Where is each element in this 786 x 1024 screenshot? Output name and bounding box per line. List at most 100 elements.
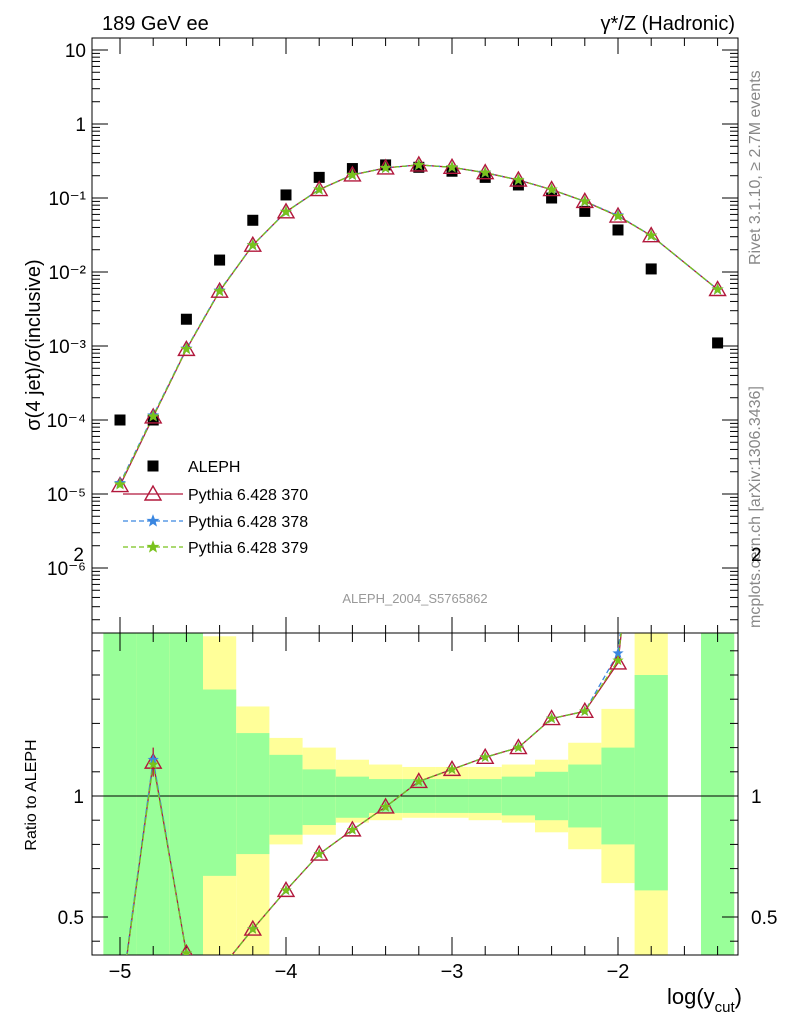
main-y-tick-label: 1 (75, 115, 86, 136)
aleph-data-point (214, 254, 226, 266)
main-line-pythia-6.428-378 (119, 164, 719, 484)
p379-marker (479, 166, 492, 178)
ratio-frame (91, 632, 739, 956)
aleph-data-point (645, 263, 657, 275)
p379-marker (346, 168, 359, 181)
main-mc-curves (110, 155, 727, 493)
aleph-data-point (612, 224, 624, 236)
p379-marker (512, 173, 525, 186)
legend-p370-marker (143, 484, 163, 501)
ratio-p379-marker (479, 751, 491, 762)
legend-label: ALEPH (188, 459, 240, 476)
aleph-data-point (247, 214, 259, 226)
ratio-mc-curves (112, 352, 659, 1013)
main-y-tick-label: 10⁻³ (49, 337, 87, 358)
p379-marker (545, 183, 558, 195)
x-tick-label: −4 (275, 961, 298, 983)
main-line-pythia-6.428-370 (119, 164, 719, 486)
ratio-y-tick-label-right: 2 (751, 545, 762, 566)
aleph-data-point (446, 165, 458, 177)
ratio-p379-marker (512, 741, 525, 753)
main-y-tick-label: 10 (65, 41, 86, 62)
chart-title-right: γ*/Z (Hadronic) (601, 13, 735, 35)
ratio-p379-marker (612, 654, 624, 666)
legend-p378-marker (146, 514, 160, 527)
ratio-line-pythia-6.428-370 (126, 633, 622, 955)
analysis-id-label: ALEPH_2004_S5765862 (342, 591, 487, 606)
band-inner-5 (269, 754, 303, 835)
mcplots-label: mcplots.cern.ch [arXiv:1306.3436] (747, 386, 764, 628)
ratio-y-tick-label: 1 (73, 787, 84, 808)
main-y-tick-label: 10⁻⁴ (47, 411, 86, 432)
band-inner-7 (335, 776, 369, 818)
ratio-p370-marker (112, 999, 128, 1013)
rivet-version-label: Rivet 3.1.10, ≥ 2.7M events (747, 70, 764, 265)
p379-marker (711, 283, 724, 295)
band-inner-1 (136, 633, 170, 955)
ratio-p379-marker (346, 824, 359, 835)
band-inner-3 (203, 689, 237, 876)
legend-label: Pythia 6.428 370 (188, 487, 308, 504)
p379-marker (445, 160, 459, 173)
main-line-pythia-6.428-379 (119, 164, 719, 485)
band-inner-6 (302, 769, 336, 826)
band-inner-4 (236, 733, 270, 855)
x-tick-label: −5 (109, 961, 132, 983)
main-y-tick-label: 10⁻⁵ (47, 485, 86, 506)
p379-marker (246, 238, 259, 251)
ratio-p370-marker (643, 352, 659, 366)
aleph-data-point (712, 337, 724, 349)
aleph-data-point (546, 192, 558, 204)
p379-marker (645, 229, 658, 241)
ratio-bands (103, 633, 735, 955)
ratio-y-tick-label: 0.5 (58, 908, 84, 929)
aleph-data-point (512, 179, 524, 191)
p370-marker (110, 476, 130, 493)
p379-marker (379, 161, 392, 174)
ratio-p370-marker (143, 752, 163, 769)
x-tick-label: −3 (441, 961, 464, 983)
legend: ALEPH Pythia 6.428 370 Pythia 6.428 378 Pyt… (123, 459, 308, 557)
legend-p379-marker (146, 540, 160, 553)
p379-marker (213, 284, 226, 297)
band-inner-16 (634, 675, 668, 891)
aleph-data-point (313, 171, 325, 183)
ratio-p379-marker (215, 965, 225, 974)
ratio-panel: 0.5 0.5 1 1 2 2 −5 −4 −3 −2 (58, 352, 778, 1013)
ratio-p378-marker (646, 355, 656, 364)
x-tick-label: −2 (607, 961, 630, 983)
ratio-p379-marker (413, 775, 425, 787)
ratio-p370-marker (212, 962, 228, 976)
legend-aleph-marker (147, 460, 159, 472)
band-inner-2 (169, 633, 203, 955)
p379-marker (113, 478, 127, 490)
ratio-p379-marker (313, 848, 325, 859)
p379-marker (578, 195, 591, 207)
ratio-y-axis-label: Ratio to ALEPH (23, 739, 40, 850)
ratio-p378-marker (215, 965, 225, 974)
aleph-data-point (579, 205, 591, 217)
x-axis-label: log(ycut) (667, 984, 742, 1016)
aleph-data-point (114, 414, 126, 426)
ratio-y-tick-label-right: 1 (751, 787, 762, 808)
aleph-data-point (147, 414, 159, 426)
p379-marker (611, 209, 625, 222)
p379-marker (147, 410, 160, 422)
ratio-p379-marker (147, 758, 159, 770)
ratio-p379-marker (446, 763, 458, 775)
ratio-p378-marker (115, 999, 125, 1008)
band-inner-0 (103, 633, 137, 955)
main-y-tick-label: 10⁻¹ (49, 189, 87, 210)
main-y-axis-label: σ(4 jet)/σ(inclusive) (23, 259, 45, 430)
main-panel: 10⁻⁶ 10⁻⁵ 10⁻⁴ 10⁻³ 10⁻² 10⁻¹ 1 10 (47, 37, 739, 634)
legend-label: Pythia 6.428 378 (188, 514, 308, 531)
ratio-p379-marker (379, 801, 392, 812)
ratio-p379-marker (646, 355, 656, 364)
p379-marker (313, 183, 326, 195)
p379-marker (412, 158, 425, 171)
ratio-p379-marker (115, 1000, 125, 1009)
ratio-y-tick-label: 2 (73, 545, 84, 566)
ratio-p379-marker (280, 884, 292, 896)
p379-marker (180, 342, 193, 355)
